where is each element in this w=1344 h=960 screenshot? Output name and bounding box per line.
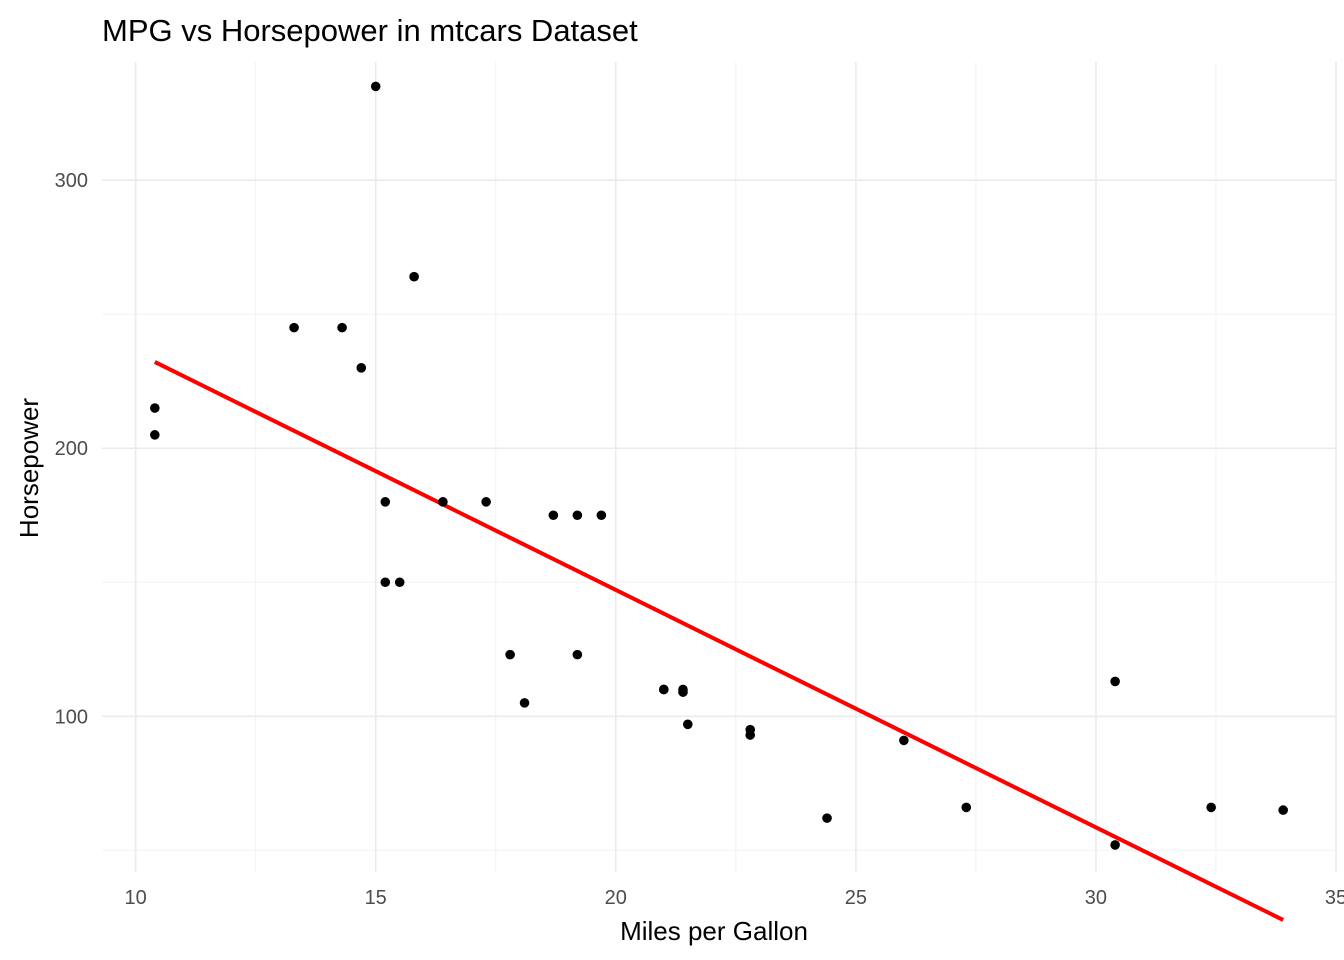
data-point [481,497,491,507]
data-point [519,698,530,708]
data-point [380,497,391,507]
x-tick-label: 30 [1085,887,1107,909]
data-point [899,735,909,746]
data-point [1110,676,1120,687]
data-point [337,322,347,333]
data-point [1278,805,1288,815]
data-point [150,403,160,413]
x-axis-title: Miles per Gallon [620,916,808,946]
data-point [150,430,160,440]
data-point [289,322,299,333]
points-layer [150,81,1288,850]
data-point [682,719,693,730]
y-axis-title: Horsepower [14,398,44,539]
grid [102,62,1337,872]
x-tick-label: 25 [845,887,867,909]
data-point [678,687,688,697]
x-tick-label: 10 [124,887,146,909]
tick-labels: 10 15 20 25 30 35 100 200 300 [55,170,1344,909]
data-point [356,363,367,373]
x-tick-label: 15 [365,887,387,909]
data-point [596,510,607,521]
trend-line [153,360,1285,922]
data-point [438,497,448,507]
data-point [505,649,515,660]
data-point [1206,802,1216,813]
data-point [409,271,419,282]
x-tick-label: 20 [605,887,627,909]
trend-line-layer [153,360,1285,922]
data-point [658,684,669,695]
chart-title: MPG vs Horsepower in mtcars Dataset [102,13,638,48]
y-tick-label: 200 [55,438,88,460]
data-point [572,510,583,521]
y-tick-label: 100 [55,706,88,728]
data-point [380,577,391,588]
data-point [822,813,832,823]
x-tick-label: 35 [1325,887,1344,909]
data-point [961,802,972,813]
data-point [394,577,405,588]
data-point [370,81,381,92]
y-tick-label: 300 [55,170,88,192]
data-point [1110,840,1120,850]
data-point [548,510,559,521]
data-point [572,649,583,660]
data-point [745,724,756,735]
